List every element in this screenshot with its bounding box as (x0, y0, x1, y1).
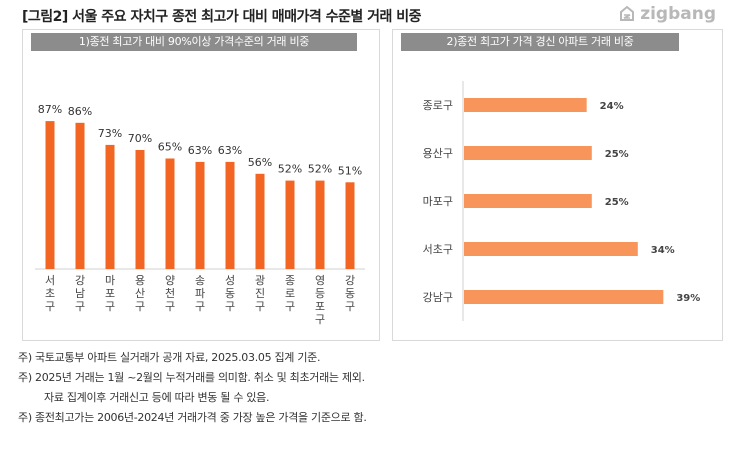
bar (464, 242, 638, 256)
bar (105, 144, 115, 269)
left-chart-title: 1)종전 최고가 대비 90%이상 가격수준의 거래 비중 (31, 33, 357, 51)
bar (45, 121, 55, 269)
data-label: 39% (676, 293, 700, 304)
y-tick-label: 용산구 (423, 147, 453, 160)
footnotes: 주) 국토교통부 아파트 실거래가 공개 자료, 2025.03.05 집계 기… (18, 348, 367, 428)
data-label: 70% (128, 132, 152, 145)
data-label: 86% (68, 105, 92, 118)
footnote: 주) 종전최고가는 2006년-2024년 거래가격 중 가장 높은 가격을 기… (18, 411, 367, 424)
data-label: 63% (188, 144, 212, 157)
bar (75, 122, 85, 269)
bar (345, 182, 355, 269)
bar (464, 98, 587, 112)
figure-title: [그림2] 서울 주요 자치구 종전 최고가 대비 매매가격 수준별 거래 비중 (22, 9, 422, 25)
y-tick-label: 마포구 (423, 195, 453, 208)
data-label: 56% (248, 156, 272, 169)
data-label: 63% (218, 144, 242, 157)
bar (195, 161, 205, 269)
left-chart-panel: 1)종전 최고가 대비 90%이상 가격수준의 거래 비중 87% 서 초 구 86% 강… (22, 29, 380, 341)
y-tick-label: 종로구 (423, 99, 453, 112)
bar (464, 146, 592, 160)
data-label: 25% (605, 197, 629, 208)
data-label: 51% (338, 164, 362, 177)
y-tick-label: 강남구 (423, 291, 453, 304)
zigbang-logo-icon (620, 5, 635, 21)
bar (225, 161, 235, 269)
left-bar-chart: 87% 서 초 구 86% 강 남 구 73% 마 포 구 70% 용 산 구 65% 양 천 구 63% 송 파 구 63% 성… (35, 103, 365, 326)
footnote: 주) 국토교통부 아파트 실거래가 공개 자료, 2025.03.05 집계 기… (18, 351, 321, 364)
data-label: 24% (600, 101, 624, 112)
footnote: 주) 2025년 거래는 1월 ~2월의 누적거래를 의미함. 취소 및 최초거… (18, 371, 365, 384)
bar (135, 150, 145, 269)
right-chart-title: 2)종전 최고가 가격 경신 아파트 거래 비중 (401, 33, 679, 51)
bar (464, 194, 592, 208)
footnote: 자료 집계이후 거래신고 등에 따라 변동 될 수 있음. (44, 391, 270, 404)
zigbang-logo: zigbang (618, 4, 716, 24)
bar (464, 290, 664, 304)
data-label: 65% (158, 141, 182, 154)
right-bar-chart: 24% 종로구 25% 용산구 25% 마포구 34% 서초구 39% 강남구 (423, 81, 700, 321)
y-tick-label: 서초구 (423, 243, 453, 256)
bar (255, 173, 265, 269)
data-label: 52% (308, 163, 332, 176)
data-label: 52% (278, 163, 302, 176)
bar (315, 180, 325, 269)
data-label: 87% (38, 103, 62, 116)
data-label: 34% (651, 245, 675, 256)
logo-text: zigbang (640, 4, 716, 24)
bar (285, 180, 295, 269)
data-label: 25% (605, 149, 629, 160)
bar (165, 158, 175, 269)
right-chart-panel: 2)종전 최고가 가격 경신 아파트 거래 비중 24% 종로구 25% 용산구 25%… (392, 29, 723, 341)
data-label: 73% (98, 127, 122, 140)
